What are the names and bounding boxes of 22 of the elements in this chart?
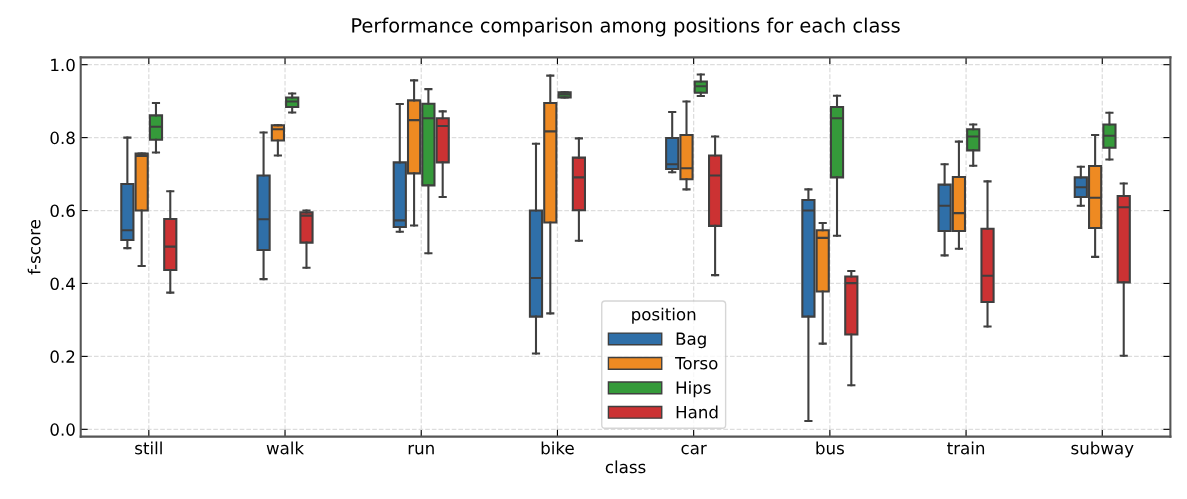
legend-label: Bag — [676, 332, 706, 349]
x-tick-label: bus — [816, 441, 844, 455]
legend-label: Torso — [675, 357, 718, 370]
x-tick-label: train — [947, 441, 985, 455]
x-tick-label: still — [135, 441, 162, 455]
x-tick-label: walk — [266, 441, 305, 455]
y-axis-title: f-score — [27, 220, 41, 275]
legend-label: Hips — [676, 381, 711, 398]
legend-title: position — [632, 307, 696, 324]
x-axis-title: class — [605, 460, 646, 474]
y-tick-label: 0.0 — [50, 423, 75, 436]
y-tick-label: 1.0 — [51, 58, 75, 72]
x-tick-label: car — [681, 444, 707, 455]
x-tick-label: run — [408, 444, 434, 455]
y-tick-label: 0.4 — [50, 277, 75, 291]
y-tick-label: 0.8 — [50, 131, 75, 145]
x-tick-label: subway — [1071, 441, 1134, 458]
y-tick-label: 0.6 — [50, 204, 75, 218]
legend-label: Hand — [676, 405, 718, 419]
y-tick-label: 0.2 — [50, 350, 75, 363]
x-tick-label: bike — [541, 441, 574, 455]
chart-title: Performance comparison among positions for each class — [352, 17, 900, 37]
